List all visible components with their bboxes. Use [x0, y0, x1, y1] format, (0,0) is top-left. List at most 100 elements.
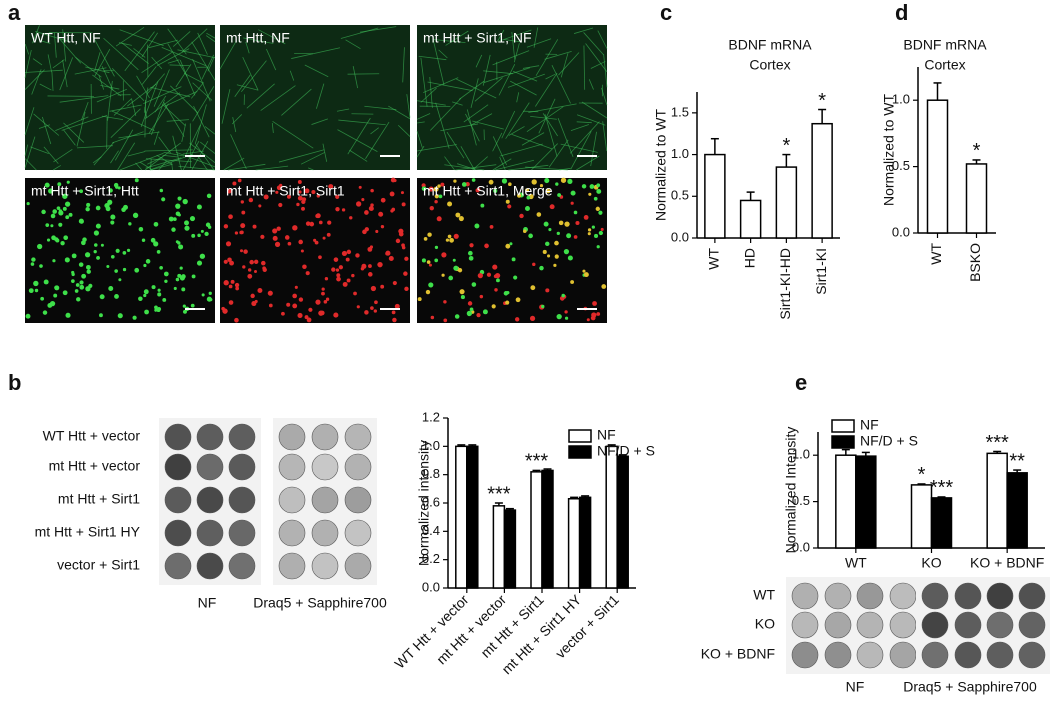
neurite	[55, 116, 89, 132]
neurite	[435, 102, 450, 149]
cell	[581, 184, 587, 189]
cell	[71, 279, 75, 283]
cell	[261, 260, 266, 266]
cell	[52, 209, 58, 214]
cell	[115, 248, 120, 253]
neurite	[98, 75, 105, 90]
cell	[523, 229, 527, 233]
cell	[392, 280, 397, 286]
cell	[322, 236, 326, 240]
cell	[374, 300, 378, 305]
neurite	[511, 133, 553, 150]
blot-dot	[278, 519, 306, 547]
cell	[171, 227, 176, 232]
cell	[305, 271, 310, 276]
neurite	[308, 167, 314, 171]
cell	[205, 222, 211, 228]
neurite	[117, 142, 136, 171]
panel-label: d	[895, 0, 908, 25]
blot-dot	[1018, 611, 1046, 639]
neurite	[498, 29, 532, 42]
blot-dot	[856, 582, 884, 610]
neurite	[406, 94, 411, 118]
bar	[926, 99, 949, 234]
cell	[593, 233, 599, 239]
image-label: mt Htt + Sirt1, NF	[423, 30, 532, 46]
cell	[228, 284, 233, 289]
blot-dot	[311, 519, 339, 547]
blot-dot	[278, 552, 306, 580]
neurite	[39, 83, 52, 91]
neurite	[164, 91, 198, 107]
blot-dot	[344, 453, 372, 481]
cell	[93, 230, 100, 236]
cell	[428, 186, 434, 192]
cell	[143, 289, 149, 295]
blot-column-label: NF	[198, 595, 217, 611]
cell	[82, 237, 87, 242]
neurite	[47, 54, 52, 73]
cell	[252, 224, 257, 229]
cell	[66, 180, 70, 184]
cell	[105, 206, 111, 212]
cell	[391, 310, 396, 315]
neurite	[195, 143, 215, 171]
cell	[85, 207, 90, 212]
blot-dot	[856, 641, 884, 669]
cell	[493, 274, 498, 279]
neurite	[349, 149, 368, 162]
neurite	[420, 87, 437, 103]
cell	[41, 209, 46, 215]
cell	[114, 269, 118, 273]
cell	[50, 213, 56, 219]
blot-dot	[921, 611, 949, 639]
neurite	[559, 167, 571, 171]
cell	[138, 296, 143, 302]
cell	[115, 185, 119, 189]
neurite	[291, 47, 341, 59]
cell	[52, 259, 56, 263]
neurite	[388, 105, 411, 120]
cell	[367, 246, 373, 252]
cell	[421, 186, 427, 191]
micrograph: mt Htt + Sirt1, Htt	[25, 178, 215, 323]
neurite	[24, 49, 32, 79]
chart-title: BDNF mRNA	[728, 37, 812, 53]
blot-row-label: vector + Sirt1	[57, 557, 140, 573]
cell	[459, 289, 465, 295]
cell	[65, 215, 70, 220]
legend-label: NF/D + S	[597, 443, 655, 459]
cell	[596, 189, 602, 194]
neurite	[183, 72, 204, 84]
cell	[426, 260, 431, 264]
neurite	[538, 98, 556, 134]
cell	[355, 201, 362, 207]
cell	[257, 288, 263, 294]
blot-dot	[164, 453, 192, 481]
neurite	[24, 107, 35, 136]
neurite	[85, 66, 110, 74]
neurite	[416, 144, 457, 152]
neurite	[191, 41, 216, 81]
neurite	[509, 80, 537, 96]
cell	[532, 262, 536, 267]
neurite	[440, 123, 479, 132]
cell	[425, 289, 431, 295]
neurite	[151, 56, 163, 70]
cell	[181, 287, 186, 292]
blot-dot	[344, 486, 372, 514]
neurite	[557, 118, 574, 158]
image-label: mt Htt, NF	[226, 30, 290, 46]
neurite	[145, 158, 192, 163]
neurite	[438, 49, 448, 59]
cell	[591, 225, 595, 229]
neurite	[143, 86, 182, 104]
neurite	[92, 36, 115, 77]
neurite	[162, 154, 178, 158]
neurite	[460, 146, 475, 171]
blot-dot	[164, 423, 192, 451]
significance-marker: *	[782, 135, 790, 157]
blot-dot	[228, 423, 256, 451]
cell	[191, 274, 196, 279]
cell	[436, 216, 442, 222]
